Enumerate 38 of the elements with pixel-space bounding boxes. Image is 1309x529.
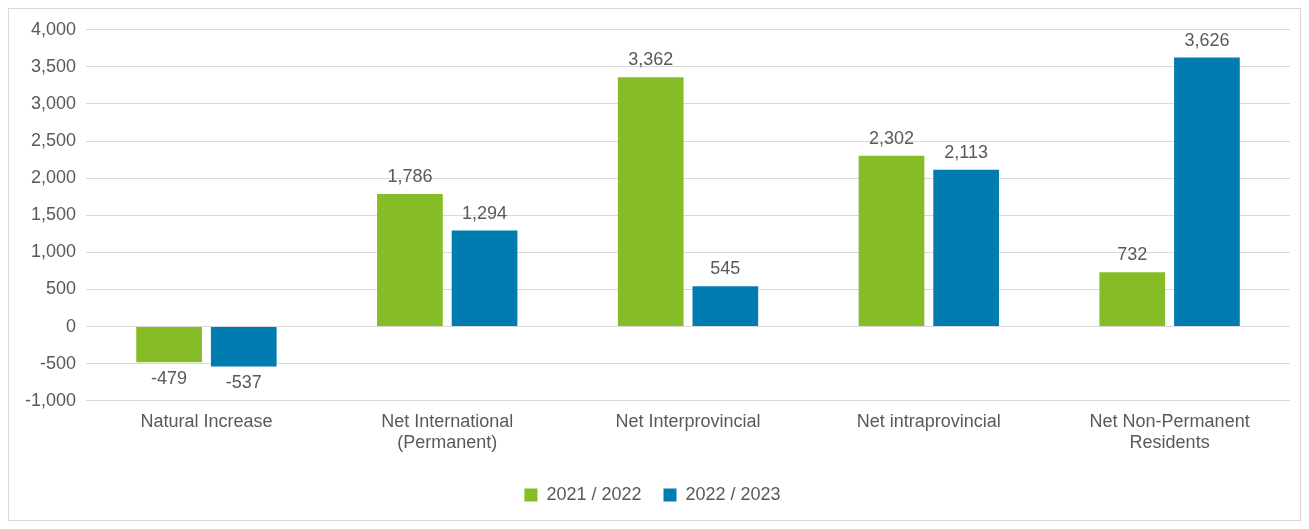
y-tick-label: 1,000 xyxy=(30,241,77,262)
y-tick-label: -1,000 xyxy=(24,389,77,410)
bar xyxy=(136,327,202,363)
y-tick-label: 3,000 xyxy=(30,92,77,113)
bar xyxy=(377,194,443,327)
y-tick-label: 2,500 xyxy=(30,130,77,151)
x-tick-label: Net Interprovincial xyxy=(615,410,761,431)
bar xyxy=(692,286,759,327)
data-label: 545 xyxy=(710,258,741,279)
data-label: 1,786 xyxy=(387,166,433,187)
bar xyxy=(1174,57,1240,327)
x-tick-label: Natural Increase xyxy=(140,410,273,431)
data-label: 3,362 xyxy=(628,49,674,70)
bar xyxy=(858,155,925,327)
data-label: 2,302 xyxy=(868,127,915,148)
bar xyxy=(210,327,277,367)
data-label: 2,113 xyxy=(944,141,988,162)
y-tick-label: -500 xyxy=(40,352,77,373)
x-tick-label: Net International (Permanent) xyxy=(381,410,514,453)
y-tick-label: 3,500 xyxy=(30,55,77,76)
bar xyxy=(1099,272,1166,327)
bar xyxy=(451,230,518,327)
y-tick-label: 0 xyxy=(66,315,77,336)
y-tick-label: 500 xyxy=(45,278,77,299)
x-tick-label: Net Non-Permanent Residents xyxy=(1089,410,1250,453)
legend-label: 2021 / 2022 xyxy=(546,483,642,504)
bar xyxy=(933,169,999,327)
data-label: 3,626 xyxy=(1184,29,1230,50)
y-tick-label: 4,000 xyxy=(30,18,77,39)
data-label: -537 xyxy=(225,372,262,393)
data-label: 1,294 xyxy=(462,202,508,223)
legend-label: 2022 / 2023 xyxy=(685,483,781,504)
y-tick-label: 2,000 xyxy=(30,167,77,188)
data-label: 732 xyxy=(1117,244,1148,265)
data-label: -479 xyxy=(151,368,188,389)
x-tick-label: Net intraprovincial xyxy=(856,410,1001,431)
y-tick-label: 1,500 xyxy=(30,204,77,225)
bar xyxy=(617,77,684,327)
